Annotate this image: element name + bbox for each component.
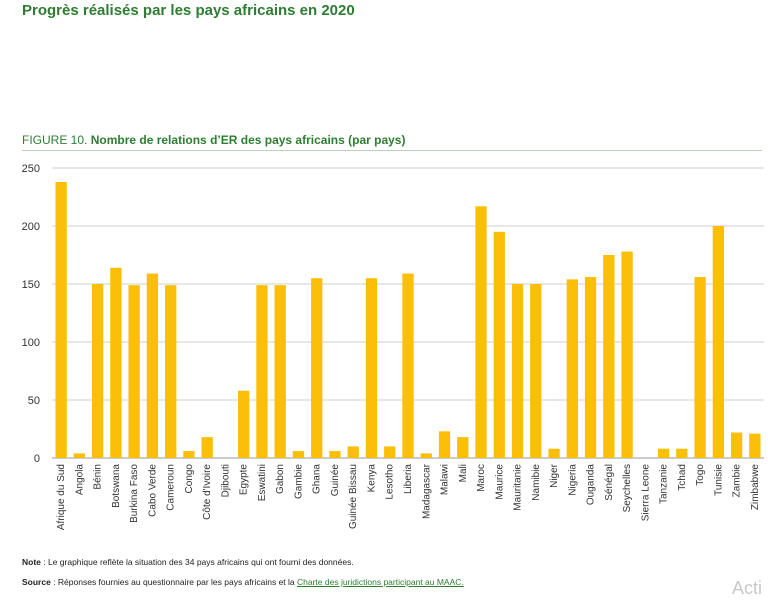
x-tick-label: Djibouti xyxy=(220,464,231,497)
bar xyxy=(329,451,341,458)
y-tick-label: 150 xyxy=(22,279,40,291)
bar xyxy=(438,431,451,458)
caption-divider xyxy=(22,150,762,151)
bar xyxy=(676,448,688,458)
bar xyxy=(365,278,378,458)
note-label: Note xyxy=(22,557,41,567)
x-tick-label: Eswatini xyxy=(257,464,268,501)
bar xyxy=(712,226,725,458)
page-title: Progrès réalisés par les pays africains … xyxy=(22,2,355,19)
bar xyxy=(694,277,706,458)
x-tick-label: Mali xyxy=(458,464,469,482)
bar xyxy=(55,181,67,459)
x-tick-label: Angola xyxy=(74,464,85,496)
source-text: : Réponses fournies au questionnaire par… xyxy=(50,577,297,587)
bar xyxy=(657,448,670,458)
x-tick-label: Seychelles xyxy=(622,464,633,512)
x-tick-label: Sénégal xyxy=(604,464,615,501)
bar xyxy=(402,273,414,458)
bar xyxy=(548,448,560,458)
bar xyxy=(238,390,250,458)
x-tick-label: Guinée Bissau xyxy=(348,464,359,529)
activation-watermark: Acti xyxy=(732,578,763,598)
bar xyxy=(128,285,140,458)
bar xyxy=(384,446,396,458)
bar xyxy=(511,284,524,458)
figure-caption: FIGURE 10. Nombre de relations d’ER des … xyxy=(22,133,405,147)
bar xyxy=(91,284,104,458)
chart-source: Source : Réponses fournies au questionna… xyxy=(22,577,464,587)
x-tick-label: Côte d'Ivoire xyxy=(202,464,213,520)
bar xyxy=(256,285,268,458)
figure-caption-text: Nombre de relations d’ER des pays africa… xyxy=(90,133,406,147)
bar xyxy=(201,437,213,458)
bar-chart: 0 50 100 150 200 250 Afrique du Sud Angola Bénin… xyxy=(22,163,764,530)
x-tick-label: Lesotho xyxy=(385,464,396,500)
bar xyxy=(274,285,286,458)
bar xyxy=(493,231,505,458)
x-tick-label: Mauritanie xyxy=(513,464,524,511)
bar xyxy=(110,267,122,458)
y-tick-label: 250 xyxy=(22,163,40,175)
x-tick-label: Egypte xyxy=(239,464,250,496)
x-tick-label: Maroc xyxy=(476,464,487,492)
bar xyxy=(420,453,432,458)
y-tick-label: 100 xyxy=(22,337,40,349)
bar xyxy=(730,432,743,458)
source-link[interactable]: Charte des juridictions participant au M… xyxy=(297,577,464,587)
x-tick-label: Cameroun xyxy=(166,464,177,511)
x-tick-label: Burkina Faso xyxy=(129,464,140,523)
bar xyxy=(749,433,761,458)
x-tick-label: Botswana xyxy=(111,464,122,508)
x-tick-label: Gambie xyxy=(293,464,304,499)
x-tick-label: Afrique du Sud xyxy=(56,464,67,530)
bar xyxy=(347,446,359,458)
chart-note: Note : Le graphique reflète la situation… xyxy=(22,557,354,567)
bar xyxy=(457,437,469,458)
x-tick-label: Sierra Leone xyxy=(640,464,651,522)
x-tick-label: Madagascar xyxy=(421,463,432,519)
source-label: Source xyxy=(22,577,51,587)
figure-label: FIGURE 10. xyxy=(22,133,88,147)
bar xyxy=(311,278,323,458)
x-tick-label: Zambie xyxy=(732,464,743,498)
x-tick-label: Kenya xyxy=(366,464,377,493)
bar xyxy=(146,273,159,458)
y-tick-label: 50 xyxy=(28,395,40,407)
bar xyxy=(165,285,177,458)
y-tick-label: 200 xyxy=(22,221,40,233)
note-text: : Le graphique reflète la situation des … xyxy=(40,557,354,567)
x-tick-label: Gabon xyxy=(275,464,286,494)
bar xyxy=(475,206,487,458)
x-tick-label: Ouganda xyxy=(586,464,597,506)
bar xyxy=(603,255,615,458)
x-tick-label: Togo xyxy=(695,464,706,486)
x-tick-label: Tunisie xyxy=(713,464,724,496)
y-tick-label: 0 xyxy=(34,453,40,465)
x-tick-label: Maurice xyxy=(494,464,505,500)
x-tick-label: Tanzanie xyxy=(659,464,670,504)
bar xyxy=(183,451,195,458)
bar xyxy=(530,284,542,458)
x-tick-label: Nigeria xyxy=(567,464,578,496)
bar xyxy=(73,453,86,458)
x-tick-label: Tchad xyxy=(677,464,688,491)
bar xyxy=(292,451,305,458)
x-tick-label: Bénin xyxy=(93,464,104,490)
x-tick-label: Malawi xyxy=(440,464,451,495)
x-tick-label: Guinée xyxy=(330,464,341,497)
bar xyxy=(584,277,597,458)
x-tick-label: Namibie xyxy=(531,464,542,501)
x-tick-label: Niger xyxy=(549,463,560,488)
x-tick-label: Liberia xyxy=(403,464,414,494)
x-tick-label: Zimbabwe xyxy=(750,464,761,511)
x-tick-label: Cabo Verde xyxy=(147,464,158,517)
bar xyxy=(566,279,578,458)
x-tick-label: Ghana xyxy=(312,464,323,494)
x-tick-label: Congo xyxy=(184,464,195,494)
bar xyxy=(621,251,633,458)
